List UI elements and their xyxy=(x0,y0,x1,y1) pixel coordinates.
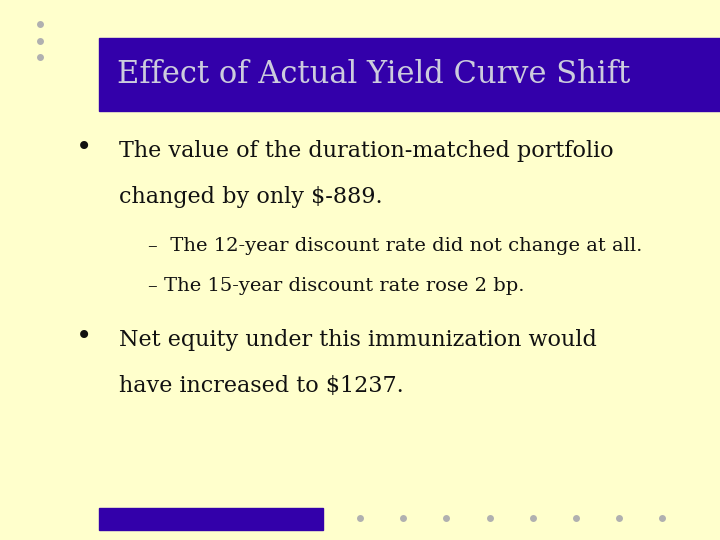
Text: –  The 12-year discount rate did not change at all.: – The 12-year discount rate did not chan… xyxy=(148,237,642,255)
Text: The value of the duration-matched portfolio: The value of the duration-matched portfo… xyxy=(119,140,613,162)
Text: – The 15-year discount rate rose 2 bp.: – The 15-year discount rate rose 2 bp. xyxy=(148,277,524,295)
Text: Net equity under this immunization would: Net equity under this immunization would xyxy=(119,329,597,351)
Text: Effect of Actual Yield Curve Shift: Effect of Actual Yield Curve Shift xyxy=(117,59,631,90)
Bar xyxy=(99,508,323,530)
Text: changed by only $-889.: changed by only $-889. xyxy=(119,186,382,208)
Text: have increased to $1237.: have increased to $1237. xyxy=(119,375,403,397)
Text: •: • xyxy=(76,135,92,162)
Text: •: • xyxy=(76,324,92,351)
Bar xyxy=(99,38,720,111)
